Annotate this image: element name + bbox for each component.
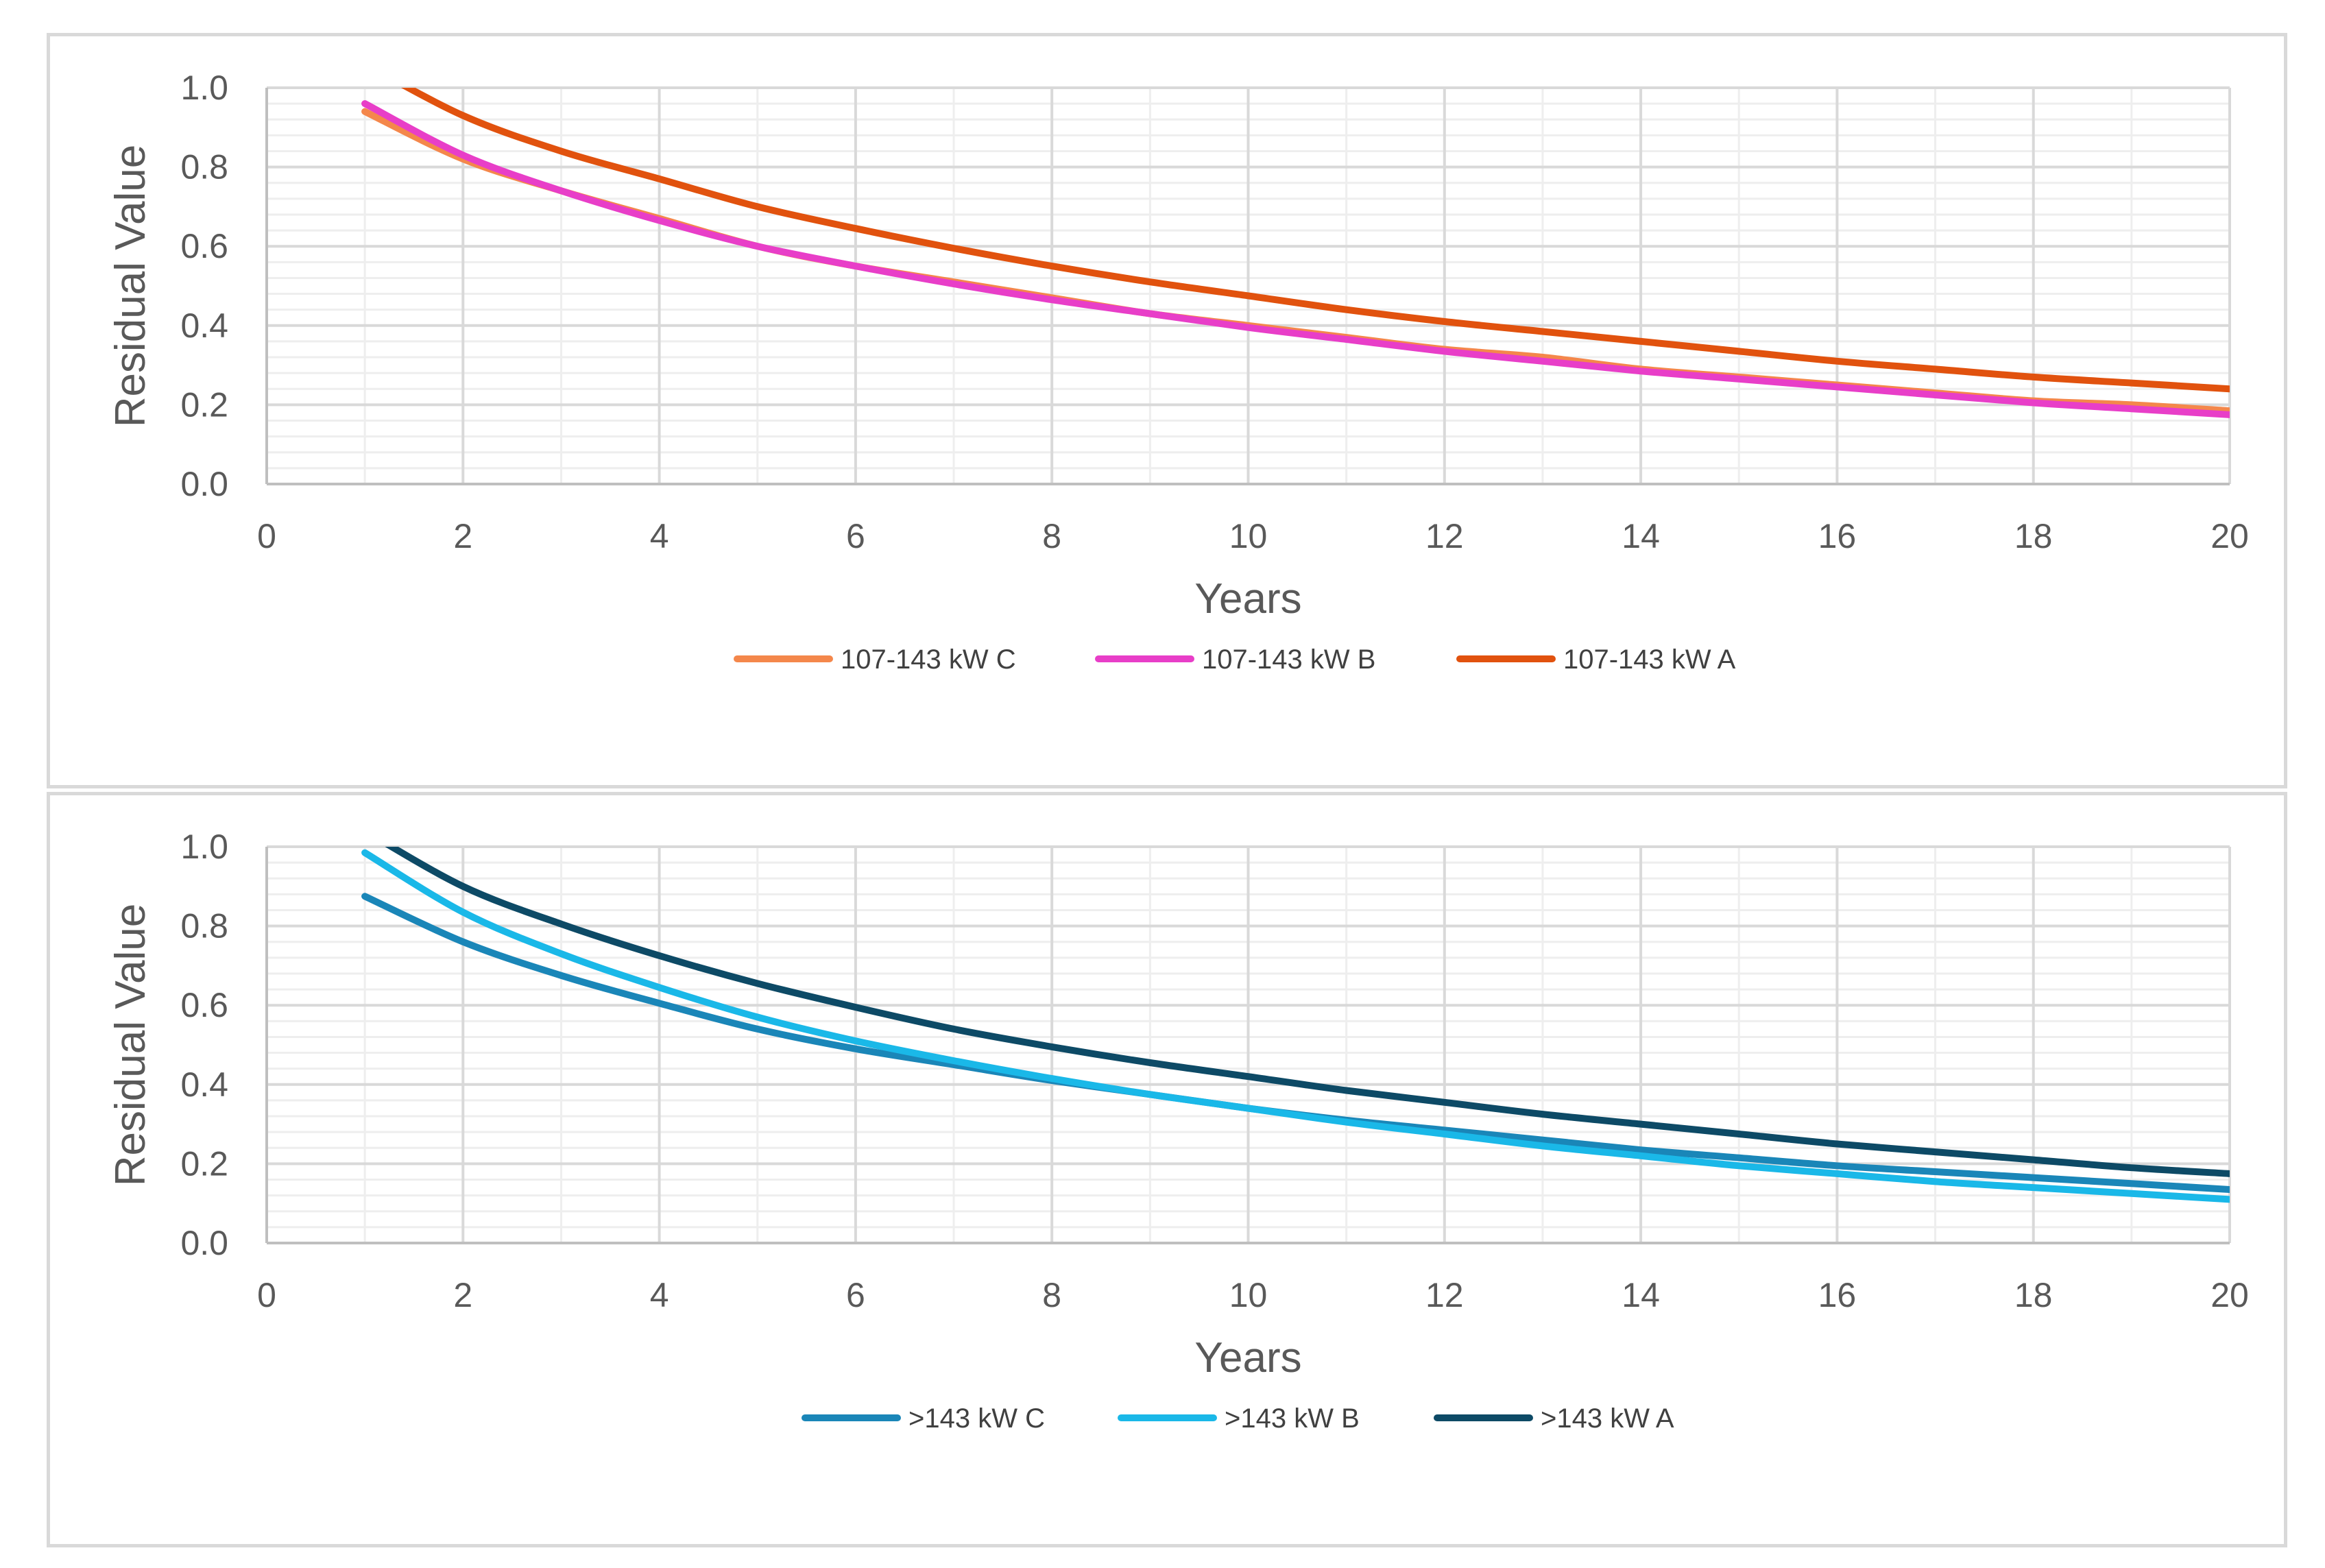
y-tick-label: 0.6 [180, 227, 228, 265]
legend-label: 107-143 kW C [841, 644, 1016, 675]
x-tick-label: 14 [1622, 517, 1660, 555]
legend-item: >143 kW C [802, 1403, 1045, 1434]
x-tick-label: 12 [1425, 1276, 1464, 1314]
x-tick-label: 10 [1229, 517, 1268, 555]
series-line-107-143-kw-a [400, 88, 2230, 393]
x-tick-label: 16 [1818, 517, 1857, 555]
x-tick-label: 6 [846, 1276, 865, 1314]
legend: 107-143 kW C 107-143 kW B 107-143 kW A [734, 644, 1736, 675]
x-tick-label: 0 [257, 517, 276, 555]
chart-107-143-kw: 0.0 0.2 0.4 0.6 0.8 1.0 0 2 4 6 8 10 12 14 16 18 20 Years… [107, 69, 2249, 675]
legend-label: >143 kW A [1541, 1403, 1674, 1434]
legend-label: 107-143 kW B [1202, 644, 1375, 675]
legend-item: 107-143 kW A [1456, 644, 1736, 675]
legend-label: 107-143 kW A [1563, 644, 1736, 675]
chart-panel-over-143-kw: 0.0 0.2 0.4 0.6 0.8 1.0 0 2 4 6 8 10 12 14 16 18 20 Years… [47, 792, 2287, 1547]
chart-panel-107-143-kw: 0.0 0.2 0.4 0.6 0.8 1.0 0 2 4 6 8 10 12 14 16 18 20 Years… [47, 33, 2287, 788]
major-gridlines [265, 86, 2231, 485]
y-tick-label: 1.0 [180, 828, 228, 866]
y-tick-label: 0.4 [180, 306, 228, 345]
x-axis-title: Years [1194, 1334, 1301, 1382]
x-axis-title: Years [1194, 575, 1301, 623]
legend-label: >143 kW B [1225, 1403, 1360, 1434]
y-tick-label: 0.8 [180, 907, 228, 945]
y-tick-label: 0.4 [180, 1065, 228, 1104]
y-axis-title: Residual Value [107, 904, 154, 1186]
x-tick-label: 10 [1229, 1276, 1268, 1314]
series-lines [361, 88, 2230, 418]
y-tick-label: 0.0 [180, 1224, 228, 1262]
series-line-gt-143-kw-b [361, 849, 2230, 1203]
series-line-gt-143-kw-c [361, 893, 2230, 1193]
x-tick-label: 4 [650, 517, 669, 555]
x-tick-label: 20 [2210, 517, 2249, 555]
x-tick-label: 18 [2014, 1276, 2053, 1314]
chart-over-143-kw: 0.0 0.2 0.4 0.6 0.8 1.0 0 2 4 6 8 10 12 14 16 18 20 Years… [107, 828, 2249, 1434]
legend-item: 107-143 kW B [1095, 644, 1375, 675]
y-tick-label: 0.2 [180, 1144, 228, 1183]
y-tick-label: 1.0 [180, 69, 228, 107]
x-tick-label: 18 [2014, 517, 2053, 555]
series-line-gt-143-kw-a [385, 847, 2230, 1177]
series-lines [361, 847, 2230, 1203]
legend-item: >143 kW B [1118, 1403, 1360, 1434]
x-tick-label: 14 [1622, 1276, 1660, 1314]
x-tick-label: 8 [1042, 1276, 1061, 1314]
legend-item: >143 kW A [1434, 1403, 1674, 1434]
y-axis-title: Residual Value [107, 145, 154, 427]
y-tick-label: 0.8 [180, 148, 228, 186]
x-tick-label: 6 [846, 517, 865, 555]
x-tick-label: 2 [453, 1276, 472, 1314]
legend-item: 107-143 kW C [734, 644, 1016, 675]
y-tick-label: 0.0 [180, 465, 228, 503]
legend-label: >143 kW C [908, 1403, 1045, 1434]
x-tick-label: 12 [1425, 517, 1464, 555]
x-tick-label: 16 [1818, 1276, 1857, 1314]
x-tick-label: 8 [1042, 517, 1061, 555]
y-tick-label: 0.2 [180, 385, 228, 424]
x-tick-label: 2 [453, 517, 472, 555]
series-line-107-143-kw-b [361, 100, 2230, 418]
y-tick-label: 0.6 [180, 986, 228, 1024]
x-tick-label: 20 [2210, 1276, 2249, 1314]
legend: >143 kW C >143 kW B >143 kW A [802, 1403, 1674, 1434]
x-tick-label: 4 [650, 1276, 669, 1314]
x-tick-label: 0 [257, 1276, 276, 1314]
